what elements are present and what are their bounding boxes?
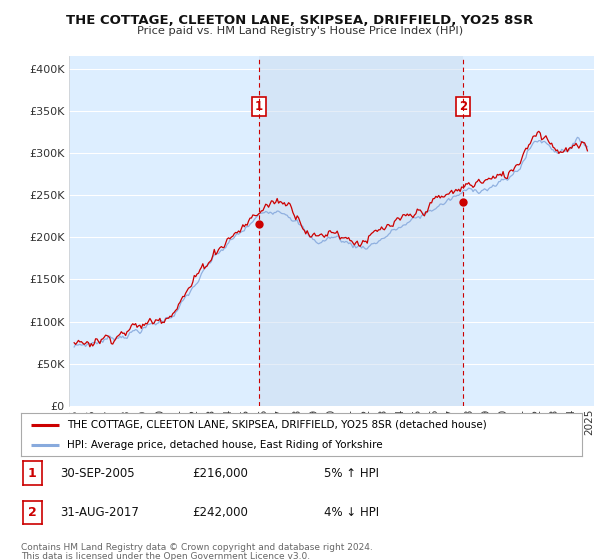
Bar xyxy=(259,56,463,406)
Text: Price paid vs. HM Land Registry's House Price Index (HPI): Price paid vs. HM Land Registry's House … xyxy=(137,26,463,36)
Text: HPI: Average price, detached house, East Riding of Yorkshire: HPI: Average price, detached house, East… xyxy=(67,440,383,450)
Text: 2: 2 xyxy=(28,506,37,519)
Text: 1: 1 xyxy=(254,100,263,113)
Text: £242,000: £242,000 xyxy=(192,506,248,519)
Text: 2: 2 xyxy=(459,100,467,113)
Text: 31-AUG-2017: 31-AUG-2017 xyxy=(60,506,139,519)
Text: This data is licensed under the Open Government Licence v3.0.: This data is licensed under the Open Gov… xyxy=(21,552,310,560)
Text: 5% ↑ HPI: 5% ↑ HPI xyxy=(324,466,379,480)
Text: THE COTTAGE, CLEETON LANE, SKIPSEA, DRIFFIELD, YO25 8SR (detached house): THE COTTAGE, CLEETON LANE, SKIPSEA, DRIF… xyxy=(67,419,487,430)
Text: THE COTTAGE, CLEETON LANE, SKIPSEA, DRIFFIELD, YO25 8SR: THE COTTAGE, CLEETON LANE, SKIPSEA, DRIF… xyxy=(67,14,533,27)
Text: 4% ↓ HPI: 4% ↓ HPI xyxy=(324,506,379,519)
Text: 30-SEP-2005: 30-SEP-2005 xyxy=(60,466,134,480)
Text: £216,000: £216,000 xyxy=(192,466,248,480)
Text: 1: 1 xyxy=(28,466,37,480)
Text: Contains HM Land Registry data © Crown copyright and database right 2024.: Contains HM Land Registry data © Crown c… xyxy=(21,543,373,552)
